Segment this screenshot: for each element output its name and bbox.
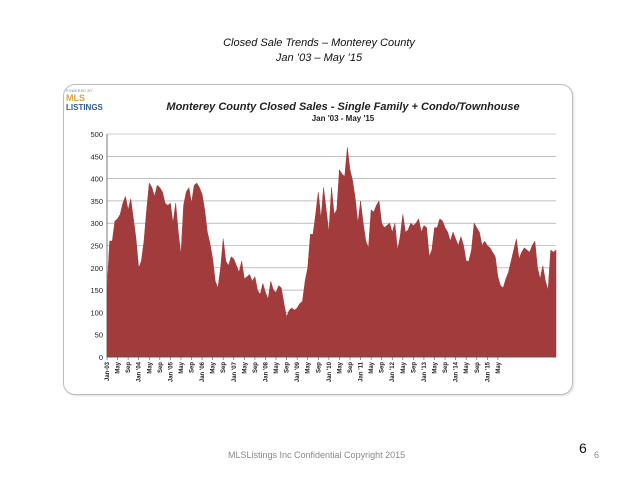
chart-frame: POWERED BY MLS LISTINGS Monterey County … [63,84,573,395]
x-tick-label: Jan '10 [327,361,333,382]
x-tick-label: May [116,361,122,373]
x-tick-label: Jan '07 [232,361,238,382]
x-tick-label: May [464,361,470,373]
x-tick-label: Sep [285,362,291,373]
x-tick-label: Sep [158,362,164,373]
slide-title-line2: Jan ’03 – May ’15 [275,52,363,64]
x-tick-label: May [147,361,153,373]
slide-title: Closed Sale Trends – Monterey County Jan… [0,36,638,66]
x-tick-label: Sep [253,362,259,373]
slide-number-footer: 6 [594,450,600,460]
x-tick-label: May [496,361,502,373]
x-tick-label: Jan '15 [485,361,491,382]
x-tick-label: Sep [443,362,449,373]
x-tick-label: Jan '14 [454,361,460,382]
chart-subtitle: Jan '03 - May '15 [311,114,375,123]
x-tick-label: Sep [411,362,417,373]
y-tick-label: 200 [90,264,103,273]
y-tick-label: 0 [99,353,103,362]
y-tick-label: 450 [90,152,103,161]
x-tick-label: May [179,361,185,373]
chart-plot: 0 50 100 150 200 250 300 350 400 450 500 Jan-03 May S… [90,130,557,382]
x-tick-label: Jan '06 [200,361,206,382]
logo-powered-by: POWERED BY [66,89,93,93]
x-tick-label: May [211,361,217,373]
x-tick-label: May [337,361,343,373]
y-tick-label: 100 [90,308,103,317]
chart-title: Monterey County Closed Sales - Single Fa… [166,101,520,113]
x-tick-label: May [433,361,439,373]
x-tick-label: Jan '08 [263,361,269,382]
y-tick-label: 50 [95,331,103,340]
x-tick-label: Sep [475,362,481,373]
mlslistings-logo: POWERED BY MLS LISTINGS [66,89,106,115]
x-tick-label: Sep [126,362,132,373]
x-tick-label: Jan '13 [422,361,428,382]
x-tick-label: May [401,361,407,373]
slide-title-line1: Closed Sale Trends – Monterey County [223,37,415,49]
y-tick-label: 500 [90,130,103,139]
x-tick-label: Jan '04 [137,361,143,382]
series-area [106,147,557,358]
x-tick-label: Sep [380,362,386,373]
x-tick-label: Sep [316,362,322,373]
x-tick-label: Sep [348,362,354,373]
y-tick-label: 300 [90,219,103,228]
footer-copyright: MLSListings Inc Confidential Copyright 2… [228,450,406,460]
x-tick-label: Jan-03 [105,361,111,381]
x-tick-label: May [306,361,312,373]
y-tick-label: 150 [90,286,103,295]
x-tick-label: May [369,361,375,373]
slide-number: 6 [579,440,587,456]
x-tick-label: Jan '12 [390,361,396,382]
logo-brand-top: MLS [66,93,85,103]
logo-brand-bottom: LISTINGS [66,103,103,112]
y-tick-label: 250 [90,242,103,251]
x-tick-label: Jan '05 [168,361,174,382]
x-tick-label: May [274,361,280,373]
y-tick-label: 400 [90,175,103,184]
x-tick-label: Sep [190,362,196,373]
y-tick-label: 350 [90,197,103,206]
x-tick-label: Jan '11 [359,361,365,381]
x-tick-label: May [242,361,248,373]
x-tick-label: Sep [221,362,227,373]
x-tick-label: Jan '09 [295,361,301,382]
